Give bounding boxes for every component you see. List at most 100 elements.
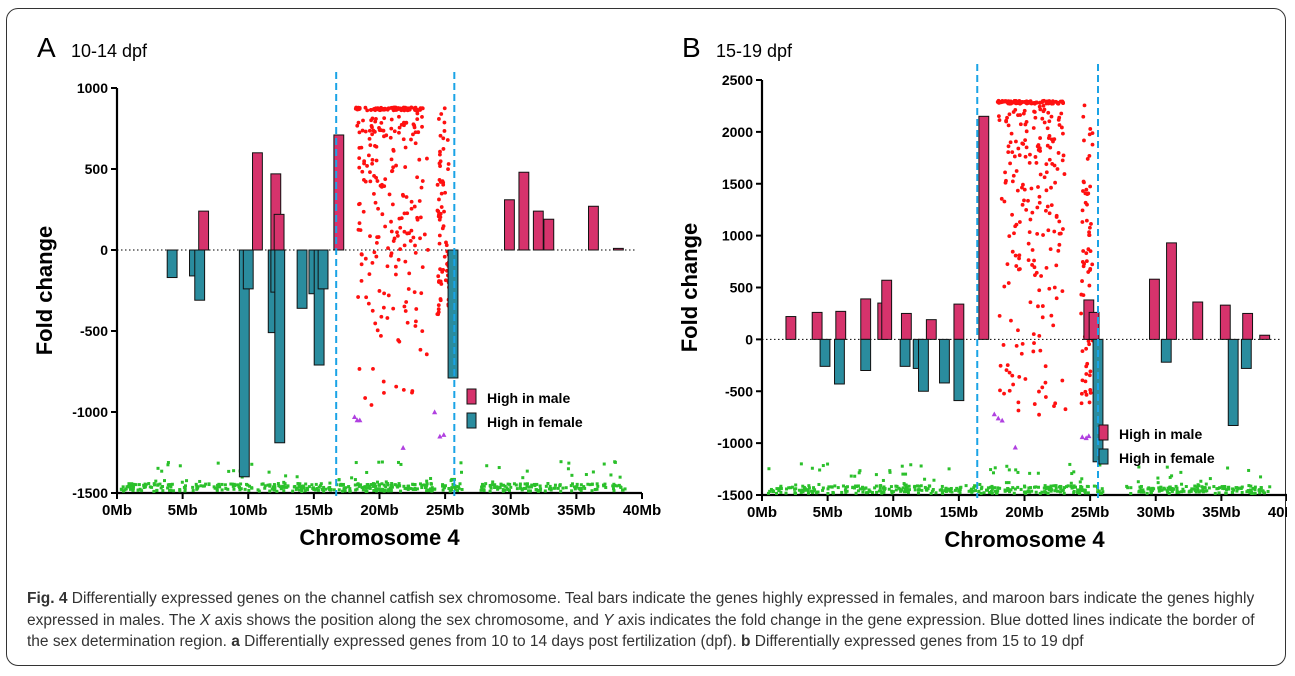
gene-marker	[372, 483, 376, 487]
sdr-point	[357, 130, 362, 135]
gene-marker	[553, 483, 557, 487]
gene-marker	[131, 489, 135, 493]
gene-marker	[1235, 489, 1239, 493]
gene-marker	[387, 489, 391, 493]
gene-marker	[304, 482, 308, 486]
gene-marker	[1013, 487, 1017, 491]
sdr-point	[372, 173, 376, 178]
sdr-triangle	[1086, 433, 1092, 439]
gene-marker	[883, 487, 887, 491]
sdr-point	[401, 193, 406, 198]
sdr-point	[1047, 157, 1052, 162]
sdr-point	[357, 165, 362, 170]
gene-marker	[282, 480, 286, 484]
gene-marker	[1092, 484, 1096, 488]
sdr-point	[441, 136, 446, 141]
sdr-point	[440, 226, 445, 231]
gene-marker	[1137, 490, 1141, 494]
sdr-point	[402, 304, 407, 309]
sdr-point	[1046, 228, 1051, 233]
gene-marker	[900, 464, 904, 468]
sdr-point	[1087, 225, 1092, 230]
sdr-point	[437, 279, 441, 283]
sdr-point	[1030, 263, 1034, 267]
sdr-point	[1079, 391, 1084, 396]
panel-letter: A	[37, 32, 56, 63]
gene-marker	[305, 486, 309, 490]
gene-marker	[159, 486, 163, 490]
gene-marker	[424, 485, 428, 489]
gene-marker	[1071, 485, 1075, 489]
gene-marker	[1247, 468, 1251, 472]
gene-marker	[853, 474, 857, 478]
gene-marker	[295, 475, 299, 479]
panel-title: 15-19 dpf	[716, 41, 793, 61]
gene-marker	[332, 488, 336, 492]
gene-marker	[1069, 481, 1073, 485]
sdr-point	[373, 321, 378, 326]
gene-marker	[256, 488, 260, 492]
sdr-triangles	[351, 409, 447, 450]
sdr-point	[407, 271, 412, 276]
sdr-point	[1026, 198, 1030, 203]
gene-marker	[993, 489, 997, 493]
gene-marker	[152, 489, 156, 493]
gene-marker	[275, 489, 279, 493]
gene-marker	[590, 489, 594, 493]
gene-marker	[310, 483, 314, 487]
gene-marker	[767, 467, 771, 471]
gene-marker	[459, 470, 463, 474]
gene-marker	[162, 479, 166, 483]
gene-marker	[263, 484, 267, 488]
gene-marker	[768, 489, 772, 493]
sdr-point	[414, 307, 419, 311]
gene-marker	[579, 483, 583, 487]
caption-b-label: b	[740, 633, 751, 650]
gene-marker	[216, 461, 220, 465]
y-tick-label: -1000	[72, 404, 108, 420]
gene-marker	[989, 489, 993, 493]
sdr-point	[1017, 153, 1022, 158]
series-male	[198, 134, 624, 251]
gene-marker	[979, 491, 983, 495]
sdr-point	[1023, 138, 1028, 142]
gene-marker	[501, 483, 505, 487]
sdr-point	[1018, 122, 1023, 127]
sdr-point	[401, 137, 406, 142]
gene-marker	[588, 483, 592, 487]
gene-marker	[1044, 485, 1048, 489]
gene-marker	[430, 486, 434, 490]
gene-marker	[1149, 490, 1153, 494]
sdr-point	[393, 264, 398, 269]
sdr-point	[1014, 169, 1019, 173]
gene-marker	[612, 489, 616, 493]
gene-marker	[1049, 489, 1053, 493]
gene-marker	[493, 486, 497, 490]
bar-male	[1088, 311, 1100, 340]
gene-marker	[844, 485, 848, 489]
gene-marker	[986, 486, 990, 490]
sdr-point	[1084, 259, 1089, 263]
sdr-point	[1005, 363, 1010, 367]
gene-marker	[121, 489, 125, 493]
sdr-point	[437, 197, 441, 202]
sdr-point	[394, 272, 398, 277]
gene-marker	[480, 482, 484, 486]
sdr-point	[1028, 152, 1032, 157]
gene-marker	[232, 487, 236, 491]
gene-marker	[362, 485, 366, 489]
gene-marker	[949, 486, 953, 490]
sdr-point	[997, 314, 1002, 318]
sdr-point	[1088, 127, 1093, 131]
gene-marker	[1222, 486, 1226, 490]
gene-marker	[429, 487, 433, 491]
gene-marker	[953, 488, 957, 492]
sdr-triangle	[357, 417, 363, 423]
sdr-point	[436, 274, 441, 279]
gene-marker	[1129, 491, 1133, 495]
gene-marker	[814, 491, 818, 495]
sdr-point	[1090, 142, 1095, 147]
gene-marker	[938, 488, 942, 492]
sdr-point	[439, 191, 444, 196]
sdr-point	[1052, 285, 1057, 290]
